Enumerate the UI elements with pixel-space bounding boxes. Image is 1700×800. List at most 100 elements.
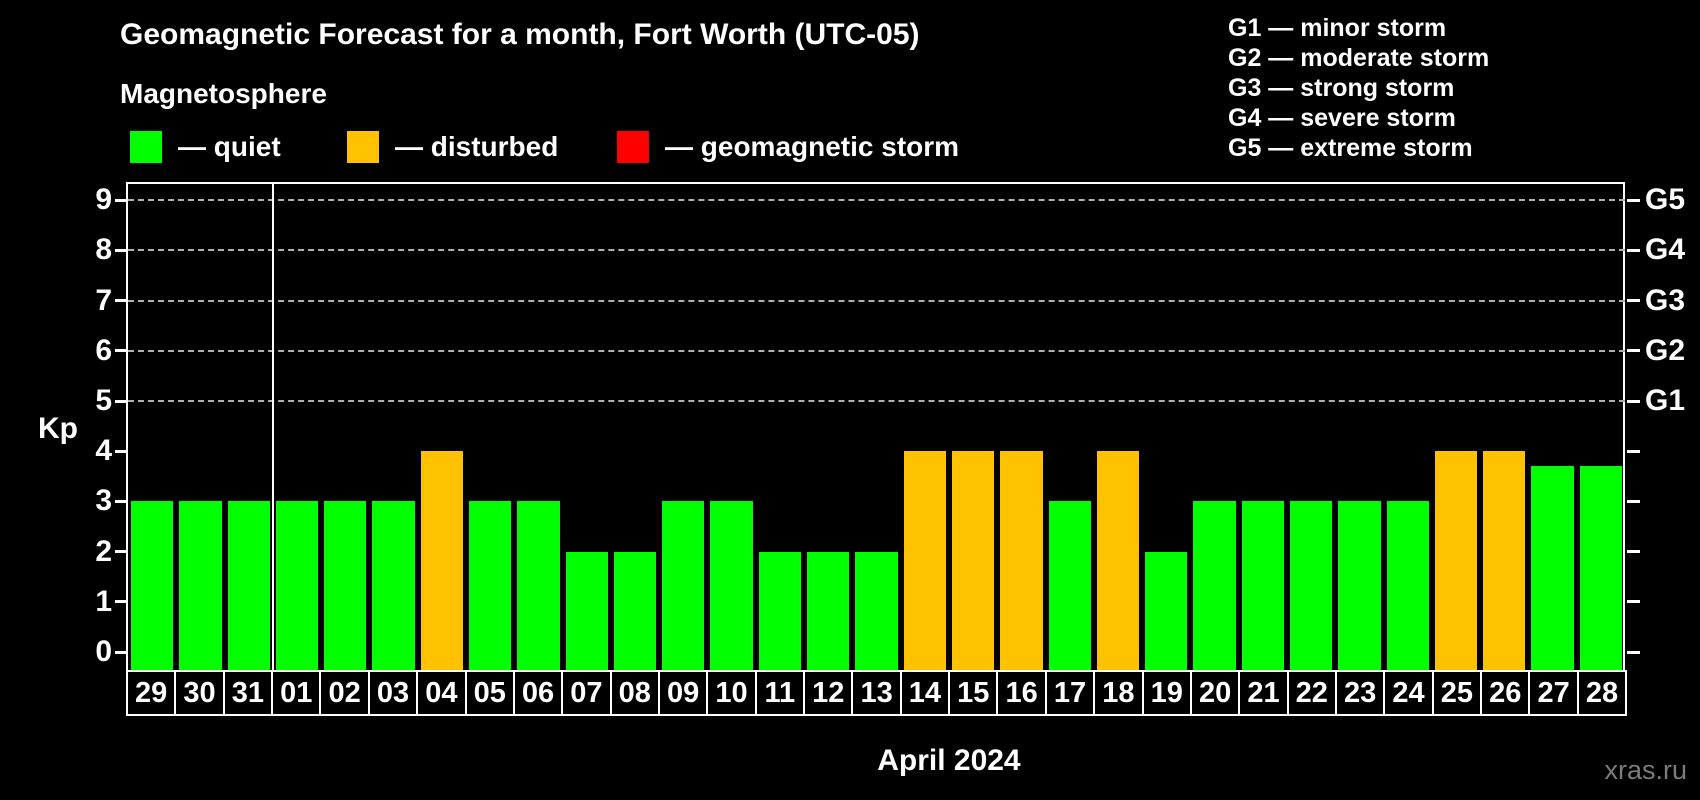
left-tick-kp3 bbox=[115, 499, 128, 503]
kp-bar-28 bbox=[1579, 466, 1622, 670]
storm-scale-legend-line: G1 — minor storm bbox=[1228, 14, 1447, 42]
left-tick-kp7 bbox=[115, 299, 128, 303]
right-tick-kp4 bbox=[1627, 449, 1640, 453]
right-axis-label-G4: G4 bbox=[1645, 233, 1686, 267]
watermark: xras.ru bbox=[1604, 755, 1687, 785]
day-label-18: 18 bbox=[1093, 670, 1144, 716]
day-label-16: 16 bbox=[996, 670, 1047, 716]
kp-bar-14 bbox=[903, 451, 946, 670]
day-label-02: 02 bbox=[319, 670, 370, 716]
y-tick-label-5: 5 bbox=[95, 384, 112, 417]
kp-bar-21 bbox=[1241, 501, 1284, 670]
kp-bar-22 bbox=[1289, 501, 1333, 670]
gridline-kp5 bbox=[128, 400, 1625, 402]
chart-title: Geomagnetic Forecast for a month, Fort W… bbox=[120, 18, 920, 51]
day-label-row: 29 30 31 01 02 03 04 05 06 07 08 09 10 11 12 13 14 15 16 17… bbox=[126, 670, 1628, 716]
right-axis-label-G1: G1 bbox=[1645, 384, 1686, 417]
y-tick-label-7: 7 bbox=[95, 283, 112, 317]
kp-bar-04 bbox=[420, 451, 464, 670]
kp-bar-15 bbox=[951, 451, 995, 670]
geomagnetic-storm-swatch-icon bbox=[617, 131, 649, 163]
quiet-swatch-icon bbox=[130, 131, 162, 163]
legend-label: — geomagnetic storm bbox=[665, 131, 960, 162]
kp-bar-13 bbox=[855, 551, 898, 670]
right-tick-kp6 bbox=[1627, 349, 1640, 353]
day-label-23: 23 bbox=[1334, 670, 1386, 716]
kp-bar-11 bbox=[758, 551, 802, 670]
right-tick-kp9 bbox=[1627, 198, 1640, 202]
right-axis-label-G5: G5 bbox=[1645, 183, 1686, 217]
kp-bar-30 bbox=[179, 501, 222, 670]
y-tick-label-2: 2 bbox=[95, 534, 112, 568]
left-tick-kp0 bbox=[115, 650, 128, 654]
right-tick-kp2 bbox=[1627, 550, 1640, 554]
day-label-11: 11 bbox=[754, 670, 806, 716]
kp-bar-31 bbox=[227, 501, 270, 670]
right-axis-label-G2: G2 bbox=[1645, 333, 1686, 367]
left-tick-kp1 bbox=[115, 600, 128, 604]
storm-scale-legend-line: G5 — extreme storm bbox=[1228, 134, 1473, 162]
day-label-14: 14 bbox=[899, 670, 951, 716]
day-label-24: 24 bbox=[1383, 670, 1434, 716]
storm-scale-legend: G1 — minor storm G2 — moderate storm G3 — … bbox=[1228, 13, 1489, 163]
kp-bar-07 bbox=[565, 551, 608, 670]
kp-bar-29 bbox=[131, 501, 174, 670]
day-label-27: 27 bbox=[1528, 670, 1579, 716]
day-label-26: 26 bbox=[1480, 670, 1531, 716]
kp-bar-03 bbox=[372, 501, 415, 670]
day-label-07: 07 bbox=[561, 670, 612, 716]
kp-bar-18 bbox=[1096, 451, 1140, 670]
gridline-kp9 bbox=[128, 199, 1625, 202]
kp-bar-25 bbox=[1434, 451, 1478, 670]
y-tick-label-0: 0 bbox=[95, 635, 112, 668]
kp-bar-20 bbox=[1193, 501, 1236, 670]
kp-bar-24 bbox=[1386, 501, 1429, 670]
kp-bar-05 bbox=[469, 501, 512, 670]
left-tick-kp9 bbox=[115, 198, 128, 202]
kp-bar-09 bbox=[662, 501, 705, 670]
month-separator-line bbox=[271, 184, 274, 670]
day-label-29: 29 bbox=[126, 670, 177, 716]
y-tick-label-6: 6 bbox=[95, 333, 112, 367]
y-tick-label-9: 9 bbox=[95, 183, 112, 217]
kp-bar-10 bbox=[710, 501, 753, 670]
day-label-30: 30 bbox=[174, 670, 225, 716]
storm-scale-legend-line: G3 — strong storm bbox=[1228, 74, 1455, 102]
kp-bar-16 bbox=[1000, 451, 1043, 670]
kp-bar-27 bbox=[1531, 466, 1574, 670]
day-label-06: 06 bbox=[512, 670, 564, 716]
day-label-13: 13 bbox=[851, 670, 902, 716]
day-label-05: 05 bbox=[464, 670, 515, 716]
kp-bar-26 bbox=[1483, 451, 1526, 670]
gridline-kp8 bbox=[128, 249, 1625, 252]
right-tick-kp1 bbox=[1627, 600, 1640, 604]
kp-bar-23 bbox=[1338, 501, 1381, 670]
storm-scale-legend-line: G2 — moderate storm bbox=[1228, 44, 1490, 72]
right-tick-kp3 bbox=[1627, 499, 1640, 503]
left-tick-kp2 bbox=[115, 550, 128, 554]
right-tick-kp0 bbox=[1627, 650, 1640, 654]
legend-label: — disturbed bbox=[395, 131, 559, 162]
y-tick-label-1: 1 bbox=[95, 584, 112, 618]
kp-bar-08 bbox=[613, 551, 657, 670]
left-tick-kp5 bbox=[115, 399, 128, 403]
right-tick-kp5 bbox=[1627, 399, 1640, 403]
legend-item-quiet: — quiet bbox=[130, 127, 281, 167]
storm-scale-legend-line: G4 — severe storm bbox=[1228, 104, 1456, 132]
right-tick-kp7 bbox=[1627, 299, 1640, 303]
kp-bar-19 bbox=[1145, 551, 1188, 670]
day-label-21: 21 bbox=[1238, 670, 1289, 716]
chart-subtitle: Magnetosphere bbox=[120, 78, 327, 109]
gridline-kp7 bbox=[128, 299, 1625, 302]
left-tick-kp6 bbox=[115, 349, 128, 353]
left-tick-kp4 bbox=[115, 449, 128, 453]
y-tick-label-3: 3 bbox=[95, 484, 112, 518]
kp-bar-01 bbox=[275, 501, 319, 670]
day-label-28: 28 bbox=[1576, 670, 1628, 716]
y-axis-title: Kp bbox=[38, 412, 78, 445]
gridline-kp6 bbox=[128, 349, 1625, 352]
day-label-25: 25 bbox=[1431, 670, 1483, 716]
month-caption: April 2024 bbox=[877, 744, 1021, 777]
legend-label: — quiet bbox=[178, 131, 281, 162]
day-label-09: 09 bbox=[657, 670, 709, 716]
